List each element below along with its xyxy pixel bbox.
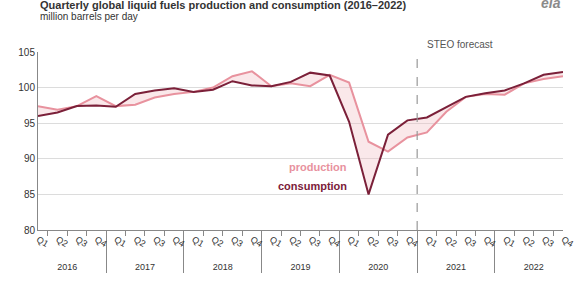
svg-text:Q3: Q3 bbox=[229, 234, 244, 249]
svg-text:2017: 2017 bbox=[135, 262, 155, 272]
svg-text:STEO forecast: STEO forecast bbox=[427, 39, 493, 50]
svg-text:Q1: Q1 bbox=[346, 234, 361, 249]
svg-text:production: production bbox=[289, 161, 347, 173]
svg-text:Q2: Q2 bbox=[365, 234, 380, 249]
svg-text:Q4: Q4 bbox=[404, 234, 419, 249]
svg-text:Q2: Q2 bbox=[132, 234, 147, 249]
svg-text:Q4: Q4 bbox=[249, 234, 264, 249]
svg-text:100: 100 bbox=[18, 82, 35, 93]
svg-text:Q3: Q3 bbox=[463, 234, 478, 249]
svg-text:2019: 2019 bbox=[290, 262, 310, 272]
svg-text:consumption: consumption bbox=[278, 180, 347, 192]
svg-text:95: 95 bbox=[24, 118, 36, 129]
svg-text:Q2: Q2 bbox=[210, 234, 225, 249]
svg-text:Q2: Q2 bbox=[288, 234, 303, 249]
svg-text:85: 85 bbox=[24, 189, 36, 200]
svg-text:90: 90 bbox=[24, 153, 36, 164]
svg-text:Q4: Q4 bbox=[560, 234, 575, 249]
svg-text:105: 105 bbox=[18, 47, 35, 58]
svg-text:Q4: Q4 bbox=[171, 234, 186, 249]
svg-text:Q1: Q1 bbox=[113, 234, 128, 249]
svg-text:million barrels per day: million barrels per day bbox=[40, 11, 138, 22]
svg-text:2021: 2021 bbox=[446, 262, 466, 272]
svg-text:Q1: Q1 bbox=[35, 234, 50, 249]
svg-text:Q2: Q2 bbox=[443, 234, 458, 249]
svg-text:eia: eia bbox=[541, 0, 561, 11]
svg-text:2022: 2022 bbox=[524, 262, 544, 272]
svg-text:Q1: Q1 bbox=[190, 234, 205, 249]
svg-text:Q4: Q4 bbox=[93, 234, 108, 249]
svg-text:Q2: Q2 bbox=[54, 234, 69, 249]
svg-text:Q1: Q1 bbox=[501, 234, 516, 249]
svg-text:Q1: Q1 bbox=[268, 234, 283, 249]
svg-text:2016: 2016 bbox=[57, 262, 77, 272]
svg-text:Q1: Q1 bbox=[424, 234, 439, 249]
svg-text:Q3: Q3 bbox=[540, 234, 555, 249]
svg-text:Q3: Q3 bbox=[385, 234, 400, 249]
svg-text:80: 80 bbox=[24, 225, 36, 236]
svg-text:Q2: Q2 bbox=[521, 234, 536, 249]
svg-text:2020: 2020 bbox=[368, 262, 388, 272]
svg-text:Q3: Q3 bbox=[151, 234, 166, 249]
svg-text:Quarterly global liquid fuels: Quarterly global liquid fuels production… bbox=[40, 0, 406, 11]
svg-text:Q3: Q3 bbox=[74, 234, 89, 249]
svg-text:Q3: Q3 bbox=[307, 234, 322, 249]
svg-text:Q4: Q4 bbox=[482, 234, 497, 249]
svg-text:2018: 2018 bbox=[213, 262, 233, 272]
svg-text:Q4: Q4 bbox=[326, 234, 341, 249]
